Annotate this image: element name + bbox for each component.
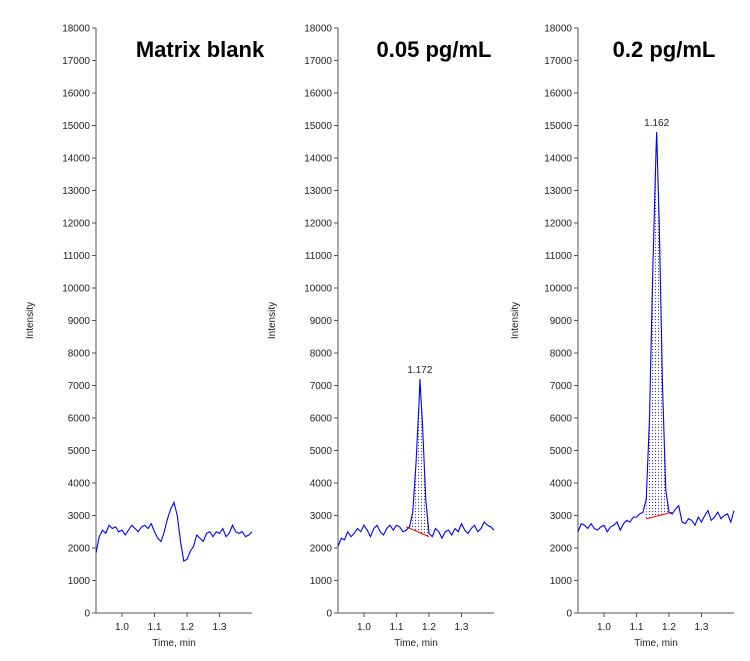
y-axis-title: Intensity [510,302,521,339]
x-tick-label: 1.3 [695,622,709,633]
y-tick-label: 1000 [68,576,91,587]
y-tick-label: 16000 [304,89,332,100]
y-tick-label: 12000 [544,219,572,230]
y-tick-label: 15000 [304,121,332,132]
y-tick-label: 13000 [304,186,332,197]
x-tick-label: 1.2 [180,622,194,633]
y-tick-label: 4000 [68,479,91,490]
y-tick-label: 10000 [304,284,332,295]
y-tick-label: 17000 [544,56,572,67]
y-tick-label: 1000 [550,576,573,587]
x-tick-label: 1.0 [357,622,371,633]
panel-title: 0.2 pg/mL [613,37,716,62]
y-tick-label: 14000 [304,154,332,165]
y-tick-label: 4000 [310,479,333,490]
x-tick-label: 1.2 [662,622,676,633]
y-tick-label: 6000 [550,414,573,425]
chart-panel-1: 0 1000 2000 3000 4000 5000 6000 7000 8000 9000 100… [25,24,265,650]
y-tick-label: 2000 [550,544,573,555]
peak-label: 1.162 [644,118,669,129]
y-tick-label: 7000 [310,381,333,392]
x-axis-title: Time, min [152,638,196,649]
y-tick-label: 2000 [310,544,333,555]
x-tick-label: 1.3 [455,622,469,633]
y-tick-label: 9000 [68,316,91,327]
y-tick-label: 8000 [68,349,91,360]
x-tick-label: 1.0 [115,622,129,633]
y-tick-label: 13000 [544,186,572,197]
y-tick-label: 16000 [544,89,572,100]
y-tick-label: 17000 [304,56,332,67]
peak-baseline [646,511,673,520]
y-tick-label: 5000 [310,446,333,457]
x-axis-title: Time, min [394,638,438,649]
x-tick-label: 1.1 [148,622,162,633]
x-tick-label: 1.3 [213,622,227,633]
x-tick-label: 1.1 [390,622,404,633]
y-tick-label: 2000 [68,544,91,555]
y-tick-label: 6000 [310,414,333,425]
y-tick-label: 18000 [304,24,332,35]
y-tick-label: 11000 [545,251,573,262]
y-tick-label: 12000 [62,219,90,230]
y-tick-label: 0 [566,609,572,620]
y-tick-label: 14000 [544,154,572,165]
x-tick-label: 1.2 [422,622,436,633]
y-tick-label: 18000 [544,24,572,35]
y-tick-label: 10000 [544,284,572,295]
panel-title: 0.05 pg/mL [377,37,492,62]
x-axis-title: Time, min [634,638,678,649]
y-tick-label: 7000 [68,381,91,392]
y-tick-label: 5000 [68,446,91,457]
panel-title: Matrix blank [136,37,265,62]
y-tick-label: 5000 [550,446,573,457]
peak-area-fill [646,132,673,519]
y-tick-label: 14000 [62,154,90,165]
series-line-1 [337,378,495,547]
x-tick-label: 1.1 [630,622,644,633]
y-tick-label: 3000 [310,511,333,522]
y-tick-label: 8000 [310,349,333,360]
y-tick-label: 9000 [550,316,573,327]
y-tick-label: 0 [84,609,90,620]
y-tick-label: 10000 [62,284,90,295]
y-tick-label: 18000 [62,24,90,35]
y-tick-label: 11000 [63,251,91,262]
y-axis-title: Intensity [267,302,278,339]
y-tick-label: 11000 [305,251,333,262]
x-tick-label: 1.0 [597,622,611,633]
y-tick-label: 3000 [550,511,573,522]
y-tick-label: 3000 [68,511,91,522]
y-tick-label: 1000 [310,576,333,587]
y-tick-label: 16000 [62,89,90,100]
y-tick-label: 0 [326,609,332,620]
y-tick-label: 12000 [304,219,332,230]
y-tick-label: 17000 [62,56,90,67]
y-tick-label: 15000 [62,121,90,132]
peak-label: 1.172 [407,365,432,376]
series-line-1 [95,500,253,562]
y-tick-label: 4000 [550,479,573,490]
chart-panel-2: 0 1000 2000 3000 4000 5000 6000 7000 8000 9000 100… [267,24,495,649]
y-axis-title: Intensity [25,302,36,339]
y-tick-label: 6000 [68,414,91,425]
chart-panel-3: 0 1000 2000 3000 4000 5000 6000 7000 8000 9000 100… [510,24,735,649]
y-tick-label: 7000 [550,381,573,392]
y-tick-label: 9000 [310,316,333,327]
peak-baseline [406,526,430,538]
y-tick-label: 8000 [550,349,573,360]
y-tick-label: 13000 [62,186,90,197]
peak-area-fill [406,379,429,537]
y-tick-label: 15000 [544,121,572,132]
series-line-1 [577,131,735,533]
